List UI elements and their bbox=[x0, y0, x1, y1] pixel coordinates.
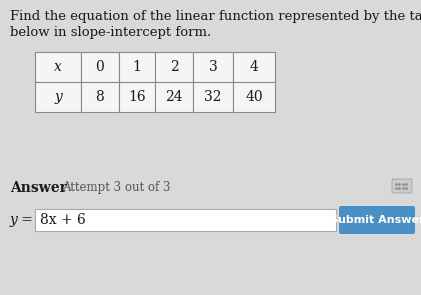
Bar bbox=[233, 82, 275, 112]
Bar bbox=[119, 52, 155, 82]
Bar bbox=[233, 52, 275, 82]
Text: 8x + 6: 8x + 6 bbox=[40, 213, 86, 227]
Bar bbox=[81, 52, 119, 82]
Text: 0: 0 bbox=[96, 60, 104, 74]
Text: 32: 32 bbox=[204, 90, 222, 104]
Text: below in slope-intercept form.: below in slope-intercept form. bbox=[10, 26, 211, 39]
Text: 40: 40 bbox=[245, 90, 263, 104]
Text: x: x bbox=[54, 60, 62, 74]
Bar bbox=[35, 82, 81, 112]
Text: Answer: Answer bbox=[10, 181, 67, 195]
Text: 3: 3 bbox=[209, 60, 217, 74]
Bar bbox=[119, 82, 155, 112]
Text: Submit Answer: Submit Answer bbox=[330, 215, 421, 225]
Text: y =: y = bbox=[10, 213, 34, 227]
FancyBboxPatch shape bbox=[339, 206, 415, 234]
Text: 8: 8 bbox=[96, 90, 104, 104]
Text: 24: 24 bbox=[165, 90, 183, 104]
Text: 1: 1 bbox=[133, 60, 141, 74]
Text: 4: 4 bbox=[250, 60, 258, 74]
Text: 2: 2 bbox=[170, 60, 179, 74]
Text: Find the equation of the linear function represented by the table: Find the equation of the linear function… bbox=[10, 10, 421, 23]
Bar bbox=[155, 82, 193, 112]
Bar bbox=[35, 52, 81, 82]
Bar bbox=[155, 52, 193, 82]
Text: 16: 16 bbox=[128, 90, 146, 104]
Text: y: y bbox=[54, 90, 62, 104]
Bar bbox=[193, 52, 233, 82]
Bar bbox=[35, 209, 336, 231]
Bar bbox=[81, 82, 119, 112]
Text: Attempt 3 out of 3: Attempt 3 out of 3 bbox=[62, 181, 171, 194]
Bar bbox=[193, 82, 233, 112]
FancyBboxPatch shape bbox=[392, 179, 412, 193]
